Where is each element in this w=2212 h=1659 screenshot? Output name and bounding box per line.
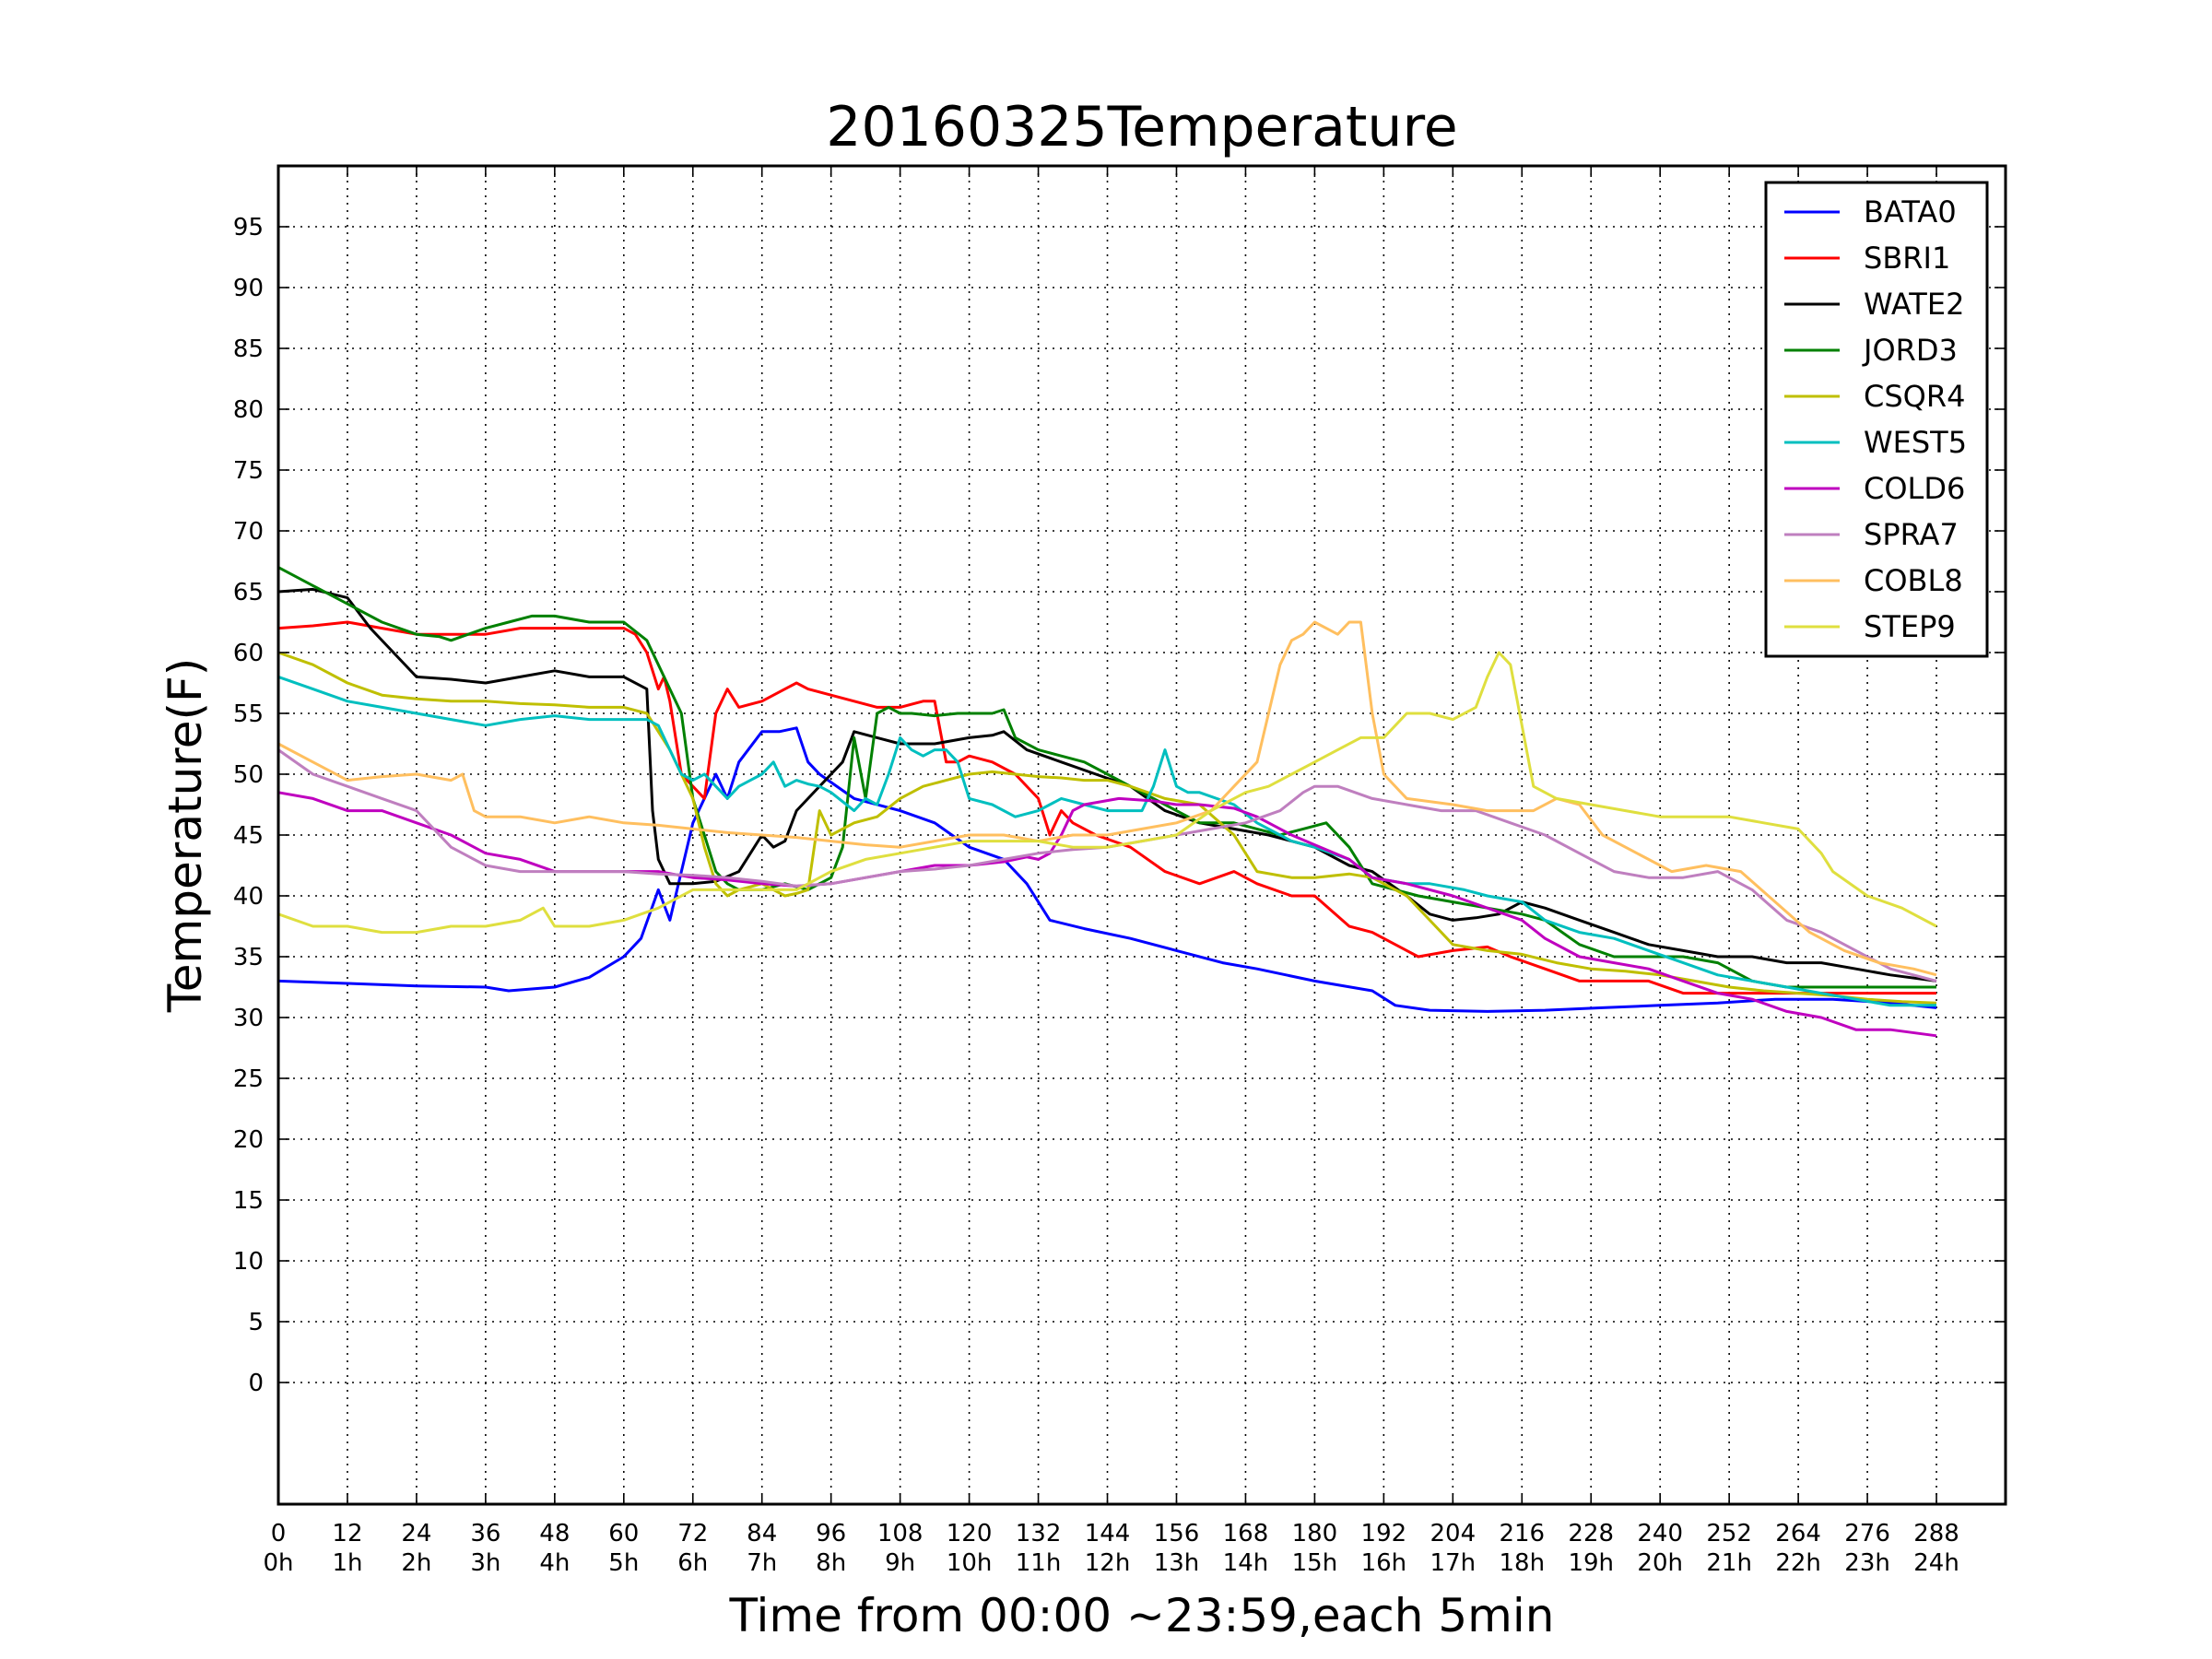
series-line-west5 [277, 675, 1936, 1007]
y-tick-label: 60 [233, 640, 264, 667]
legend-label: WEST5 [1864, 425, 1967, 460]
y-tick-label: 55 [233, 700, 264, 728]
x-tick-label-hour: 15h [1292, 1549, 1338, 1577]
x-tick-label: 252 [1706, 1520, 1752, 1547]
y-tick-label: 75 [233, 457, 264, 485]
x-tick-label: 60 [608, 1520, 639, 1547]
chart-title: 20160325Temperature [826, 95, 1457, 159]
y-tick-label: 80 [233, 396, 264, 424]
y-tick-label: 85 [233, 335, 264, 363]
x-tick-label: 264 [1775, 1520, 1821, 1547]
x-tick-label-hour: 14h [1223, 1549, 1269, 1577]
legend-label: COBL8 [1864, 563, 1963, 598]
y-tick-label: 10 [233, 1248, 264, 1276]
series-line-cobl8 [277, 620, 1937, 977]
x-tick-label-hour: 1h [332, 1549, 362, 1577]
y-tick-label: 95 [233, 214, 264, 241]
x-tick-label: 192 [1361, 1520, 1407, 1547]
y-tick-label: 45 [233, 822, 264, 850]
series-line-sbri1 [277, 620, 1936, 995]
x-tick-label-hour: 23h [1844, 1549, 1890, 1577]
x-tick-label: 72 [677, 1520, 708, 1547]
x-tick-label-hour: 22h [1775, 1549, 1821, 1577]
grid [277, 166, 2006, 1504]
y-tick-label: 5 [248, 1309, 264, 1336]
x-tick-label-hour: 24h [1913, 1549, 1959, 1577]
x-tick-label-hour: 16h [1361, 1549, 1407, 1577]
x-tick-label: 216 [1499, 1520, 1545, 1547]
x-tick-label: 96 [816, 1520, 846, 1547]
y-tick-label: 35 [233, 944, 264, 971]
x-tick-label: 120 [947, 1520, 993, 1547]
legend-box [1764, 181, 1989, 658]
x-tick-label-hour: 9h [885, 1549, 915, 1577]
x-tick-label: 84 [747, 1520, 777, 1547]
y-tick-label: 30 [233, 1005, 264, 1032]
y-axis-label: Temperature(F) [159, 658, 212, 1014]
y-tick-label: 15 [233, 1187, 264, 1215]
x-tick-label-hour: 4h [539, 1549, 570, 1577]
x-tick-label-hour: 7h [747, 1549, 777, 1577]
x-tick-label-hour: 19h [1568, 1549, 1614, 1577]
x-tick-label-hour: 12h [1085, 1549, 1131, 1577]
x-tick-label: 276 [1844, 1520, 1890, 1547]
x-tick-label-hour: 13h [1154, 1549, 1200, 1577]
legend-label: COLD6 [1864, 471, 1965, 506]
legend-label: JORD3 [1862, 333, 1958, 368]
x-tick-label: 204 [1430, 1520, 1476, 1547]
x-tick-label: 12 [332, 1520, 362, 1547]
x-tick-label-hour: 3h [470, 1549, 500, 1577]
legend-label: SBRI1 [1864, 241, 1950, 276]
series-line-jord3 [277, 566, 1936, 989]
x-tick-label-hour: 6h [677, 1549, 708, 1577]
legend-label: STEP9 [1864, 609, 1956, 644]
legend-label: WATE2 [1864, 287, 1964, 322]
x-tick-label: 228 [1568, 1520, 1614, 1547]
x-tick-label: 24 [401, 1520, 431, 1547]
y-tick-label: 65 [233, 579, 264, 606]
y-tick-label: 40 [233, 883, 264, 911]
x-tick-label-hour: 20h [1637, 1549, 1683, 1577]
legend: BATA0 SBRI1 WATE2 JORD3 CSQR4 WEST5 COLD6 SPRA7… [1764, 181, 1989, 658]
x-tick-label-hour: 10h [947, 1549, 993, 1577]
x-tick-label-hour: 2h [401, 1549, 431, 1577]
y-tick-label: 50 [233, 761, 264, 789]
x-tick-label: 144 [1085, 1520, 1131, 1547]
x-tick-label-hour: 0h [263, 1549, 293, 1577]
x-tick-label-hour: 21h [1706, 1549, 1752, 1577]
y-tick-label: 20 [233, 1126, 264, 1154]
x-tick-label: 48 [539, 1520, 570, 1547]
x-axis-label: Time from 00:00 ~23:59,each 5min [729, 1589, 1555, 1642]
x-tick-label: 36 [470, 1520, 500, 1547]
y-tick-label: 90 [233, 275, 264, 302]
legend-label: CSQR4 [1864, 379, 1965, 414]
x-tick-label: 156 [1154, 1520, 1200, 1547]
series-lines [277, 566, 1937, 1038]
x-tick-label: 0 [271, 1520, 287, 1547]
x-tick-label-hour: 11h [1016, 1549, 1062, 1577]
x-tick-label: 132 [1016, 1520, 1062, 1547]
x-tick-label-hour: 17h [1430, 1549, 1477, 1577]
x-tick-label-hour: 18h [1499, 1549, 1545, 1577]
x-tick-label-hour: 8h [816, 1549, 846, 1577]
x-tick-label: 108 [877, 1520, 924, 1547]
series-line-csqr4 [277, 651, 1937, 1005]
series-line-bata0 [277, 726, 1937, 1013]
legend-label: SPRA7 [1864, 517, 1959, 552]
series-line-step9 [277, 651, 1937, 935]
y-tick-label: 70 [233, 518, 264, 546]
y-tick-label: 0 [248, 1370, 264, 1397]
x-tick-label: 180 [1292, 1520, 1338, 1547]
series-line-wate2 [277, 587, 1937, 982]
x-tick-label: 288 [1913, 1520, 1959, 1547]
y-tick-label: 25 [233, 1065, 264, 1093]
x-tick-label-hour: 5h [608, 1549, 639, 1577]
x-tick-label: 240 [1637, 1520, 1683, 1547]
x-tick-label: 168 [1223, 1520, 1269, 1547]
legend-label: BATA0 [1864, 194, 1957, 229]
axis-ticks: 00h121h242h363h484h605h726h847h968h1089h… [233, 166, 2006, 1577]
